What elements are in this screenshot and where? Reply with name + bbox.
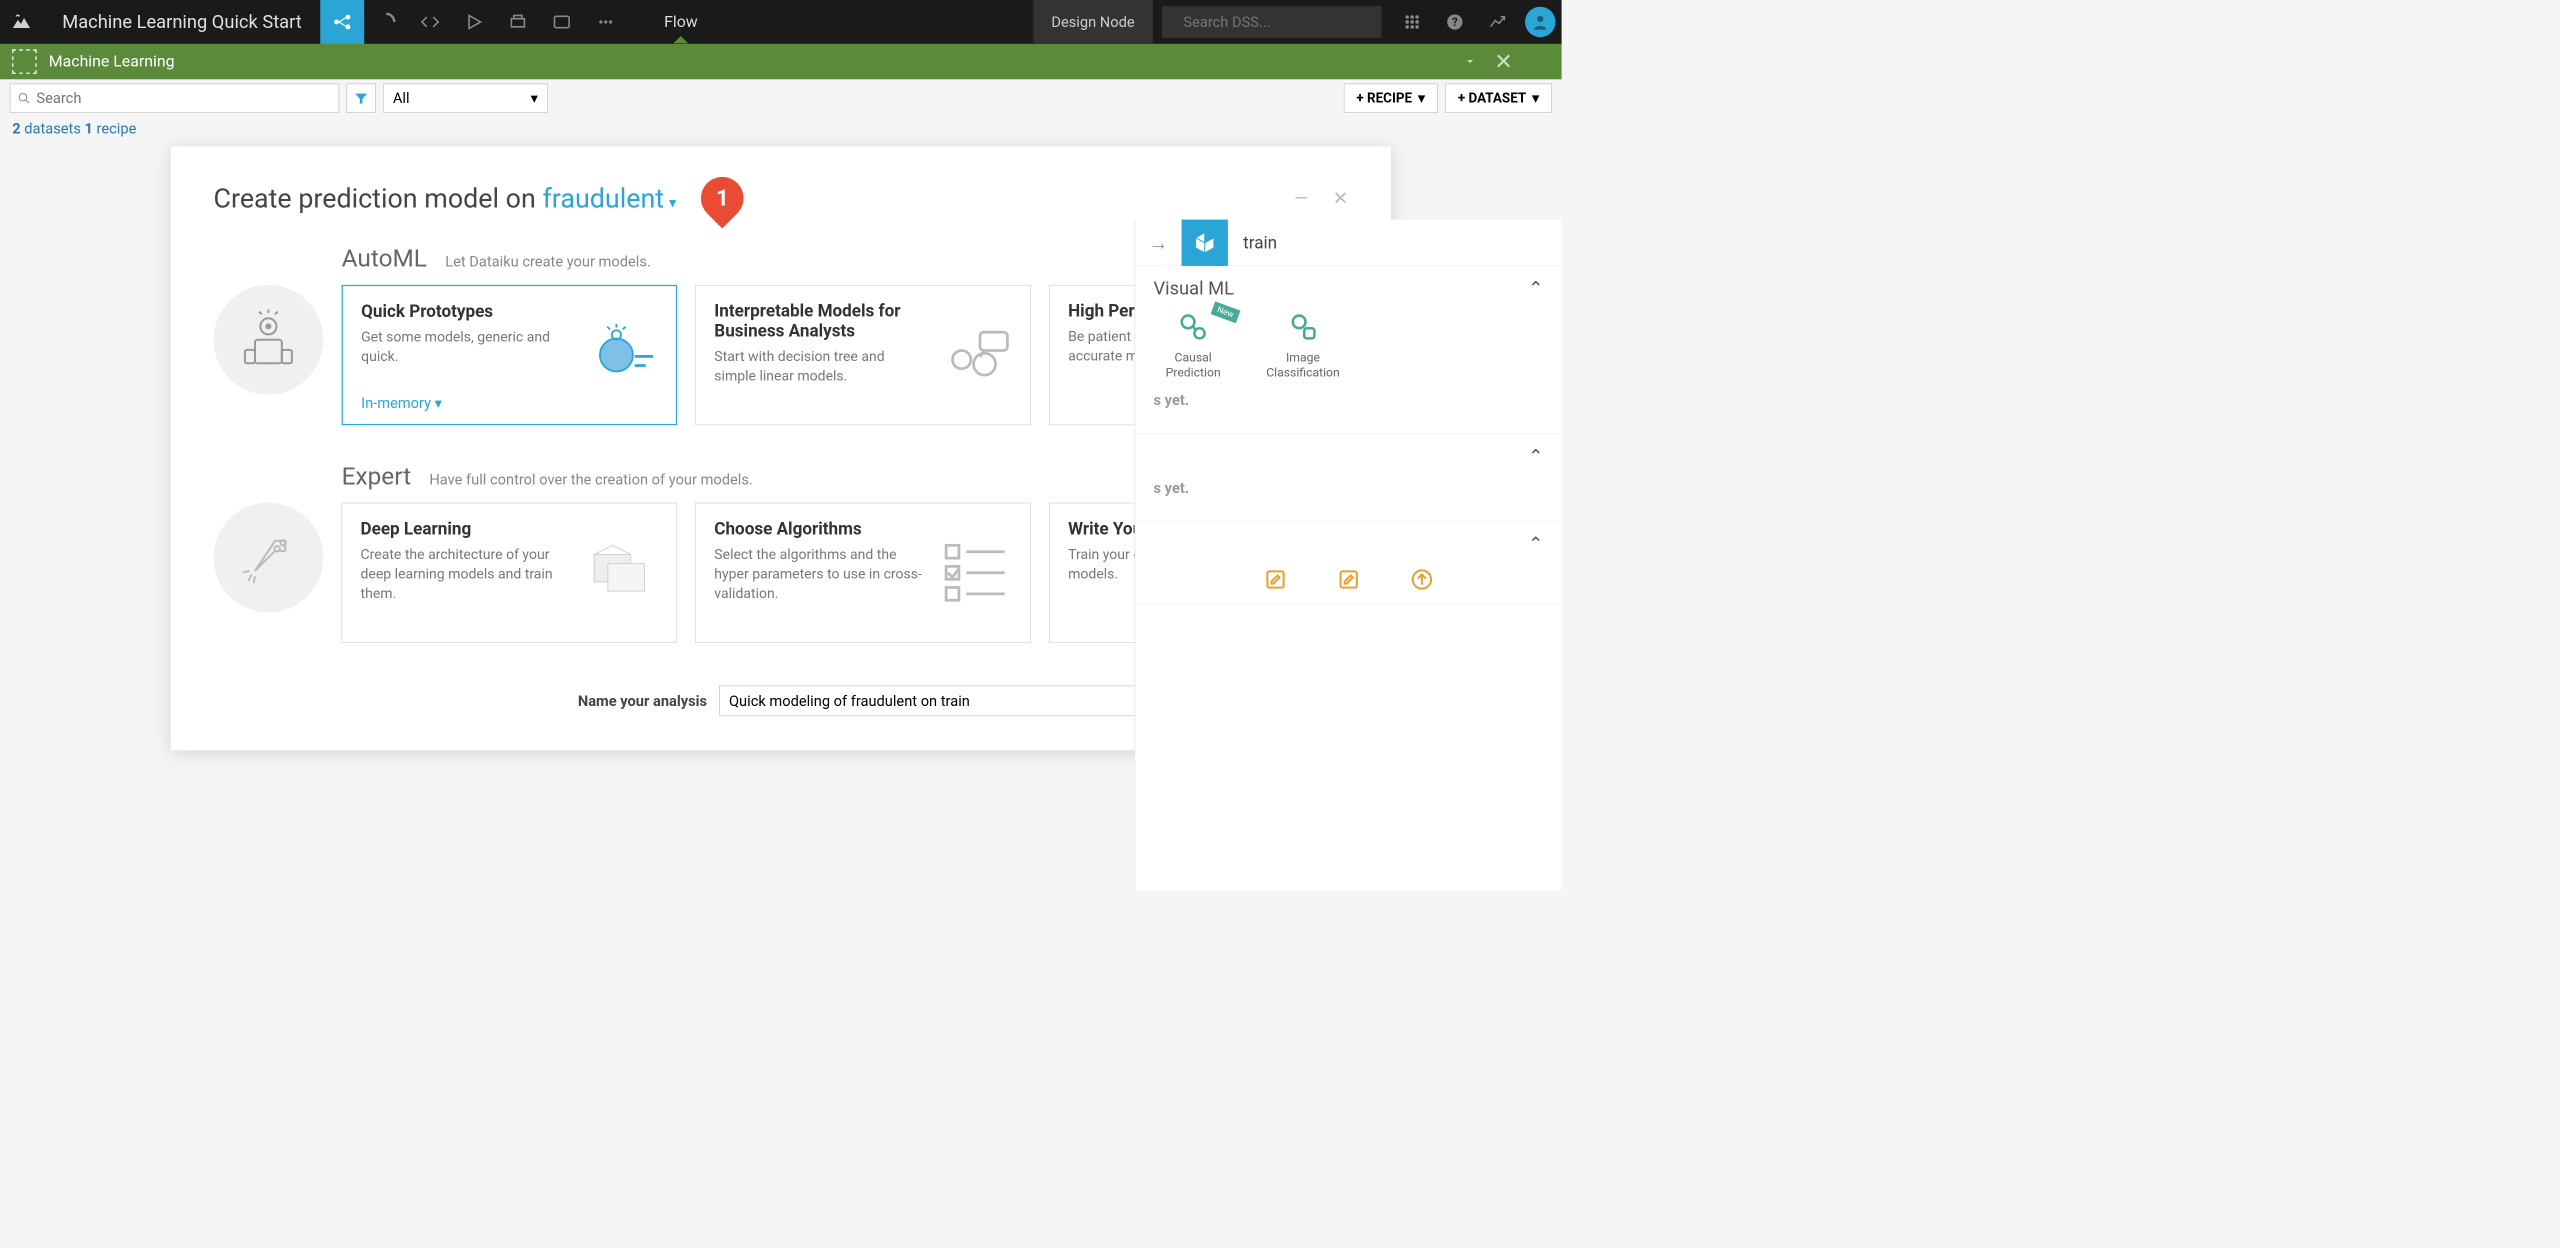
play-icon[interactable] bbox=[452, 0, 496, 44]
chevron-down-icon: ▾ bbox=[1532, 91, 1539, 106]
modal-title: Create prediction model on fraudulent▾ bbox=[214, 182, 677, 214]
filter-label: All bbox=[393, 90, 410, 107]
chevron-up-icon[interactable]: ⌃ bbox=[1528, 446, 1543, 467]
analysis-name-input[interactable] bbox=[719, 686, 1201, 717]
automl-heading: AutoML bbox=[342, 244, 427, 273]
card-quick-prototypes[interactable]: Quick Prototypes Get some models, generi… bbox=[342, 285, 678, 425]
panel-title: train bbox=[1228, 232, 1292, 252]
flow-context-bar: Machine Learning ✕ bbox=[0, 44, 1562, 79]
expert-heading: Expert bbox=[342, 462, 411, 491]
code-icon[interactable] bbox=[408, 0, 452, 44]
apps-icon[interactable] bbox=[1397, 7, 1428, 38]
design-node-label[interactable]: Design Node bbox=[1033, 0, 1153, 44]
dataset-btn-label: + DATASET bbox=[1458, 91, 1526, 106]
flow-search[interactable] bbox=[10, 84, 339, 113]
title-prefix: Create prediction model on bbox=[214, 182, 543, 214]
project-title[interactable]: Machine Learning Quick Start bbox=[44, 11, 320, 32]
dl-icon bbox=[585, 536, 658, 609]
chevron-up-icon[interactable]: ⌃ bbox=[1528, 534, 1543, 555]
expert-sub: Have full control over the creation of y… bbox=[429, 471, 752, 488]
datasets-label[interactable]: datasets bbox=[24, 120, 81, 137]
trend-icon[interactable] bbox=[1482, 7, 1513, 38]
card-deep-learning[interactable]: Deep Learning Create the architecture of… bbox=[342, 503, 678, 643]
recipes-count: 1 bbox=[85, 120, 93, 137]
tab-flow[interactable]: Flow bbox=[628, 13, 735, 31]
card-desc: Select the algorithms and the hyper para… bbox=[714, 545, 926, 604]
close-icon[interactable]: ✕ bbox=[1333, 188, 1348, 209]
right-panel: → train Visual ML ⌃ New Causal Predictio… bbox=[1135, 220, 1562, 891]
context-title[interactable]: Machine Learning bbox=[49, 52, 1464, 70]
selection-icon bbox=[12, 49, 36, 73]
recipes-label[interactable]: recipe bbox=[97, 120, 137, 137]
card-desc: Get some models, generic and quick. bbox=[361, 328, 572, 367]
top-bar: Machine Learning Quick Start Flow Design… bbox=[0, 0, 1562, 44]
card-title: Choose Algorithms bbox=[714, 519, 926, 539]
edit-icon[interactable] bbox=[1263, 567, 1287, 591]
chevron-down-icon[interactable] bbox=[1464, 56, 1476, 68]
chevron-down-icon: ▾ bbox=[531, 90, 538, 107]
in-memory-dropdown[interactable]: In-memory ▾ bbox=[361, 395, 442, 412]
target-dropdown[interactable]: fraudulent▾ bbox=[542, 182, 676, 214]
minimize-icon[interactable]: — bbox=[1294, 188, 1308, 209]
callout-1: 1 bbox=[692, 168, 752, 228]
visual-ml-heading: Visual ML bbox=[1154, 278, 1234, 299]
automl-sub: Let Dataiku create your models. bbox=[445, 253, 650, 270]
print-icon[interactable] bbox=[496, 0, 540, 44]
global-search[interactable] bbox=[1162, 6, 1382, 38]
dataset-cube-icon bbox=[1182, 219, 1228, 265]
card-title: Quick Prototypes bbox=[361, 301, 572, 321]
global-search-input[interactable] bbox=[1183, 13, 1373, 30]
empty-text: s yet. bbox=[1154, 467, 1544, 508]
tile-causal-prediction[interactable]: New Causal Prediction bbox=[1154, 312, 1233, 380]
new-badge: New bbox=[1211, 301, 1241, 323]
datasets-count: 2 bbox=[12, 120, 20, 137]
card-choose-algorithms[interactable]: Choose Algorithms Select the algorithms … bbox=[695, 503, 1031, 643]
dashboard-icon[interactable] bbox=[540, 0, 584, 44]
expert-icon bbox=[214, 503, 324, 613]
count-bar: 2 datasets 1 recipe bbox=[0, 117, 1562, 140]
help-icon[interactable]: ? bbox=[1440, 7, 1471, 38]
tile-label: Causal Prediction bbox=[1154, 350, 1233, 379]
more-icon[interactable] bbox=[584, 0, 628, 44]
card-interpretable-models[interactable]: Interpretable Models for Business Analys… bbox=[695, 285, 1031, 425]
search-icon bbox=[18, 92, 31, 105]
card-desc: Create the architecture of your deep lea… bbox=[361, 545, 573, 604]
empty-text: s yet. bbox=[1154, 379, 1544, 420]
filter-button[interactable] bbox=[346, 84, 375, 113]
edit-icon[interactable] bbox=[1336, 567, 1360, 591]
app-logo-icon[interactable] bbox=[0, 0, 44, 44]
user-avatar-icon[interactable] bbox=[1525, 7, 1556, 38]
automl-icon bbox=[214, 285, 324, 395]
collapse-panel-icon[interactable]: → bbox=[1135, 219, 1181, 265]
checklist-icon bbox=[939, 536, 1012, 609]
filter-dropdown[interactable]: All ▾ bbox=[383, 84, 548, 113]
add-dataset-button[interactable]: + DATASET ▾ bbox=[1445, 84, 1552, 113]
chevron-down-icon: ▾ bbox=[1418, 91, 1425, 106]
name-label: Name your analysis bbox=[578, 692, 707, 709]
recipe-btn-label: + RECIPE bbox=[1356, 91, 1412, 106]
flow-toolbar: All ▾ + RECIPE ▾ + DATASET ▾ bbox=[0, 79, 1562, 117]
card-title: Deep Learning bbox=[361, 519, 573, 539]
upload-icon[interactable] bbox=[1409, 567, 1433, 591]
flow-nav-icon[interactable] bbox=[320, 0, 364, 44]
close-context-icon[interactable]: ✕ bbox=[1494, 49, 1512, 75]
loading-icon[interactable] bbox=[364, 0, 408, 44]
tile-label: Image Classification bbox=[1263, 350, 1342, 379]
analysts-icon bbox=[939, 318, 1012, 391]
chevron-up-icon[interactable]: ⌃ bbox=[1528, 278, 1543, 299]
add-recipe-button[interactable]: + RECIPE ▾ bbox=[1344, 84, 1438, 113]
prototype-icon bbox=[584, 318, 657, 391]
tile-image-classification[interactable]: Image Classification bbox=[1263, 312, 1342, 380]
main-area: Create prediction model on fraudulent▾ 1… bbox=[0, 140, 1562, 750]
card-desc: Start with decision tree and simple line… bbox=[714, 347, 926, 386]
card-title: Interpretable Models for Business Analys… bbox=[714, 301, 926, 341]
flow-search-input[interactable] bbox=[36, 90, 331, 107]
svg-text:?: ? bbox=[1452, 15, 1458, 29]
